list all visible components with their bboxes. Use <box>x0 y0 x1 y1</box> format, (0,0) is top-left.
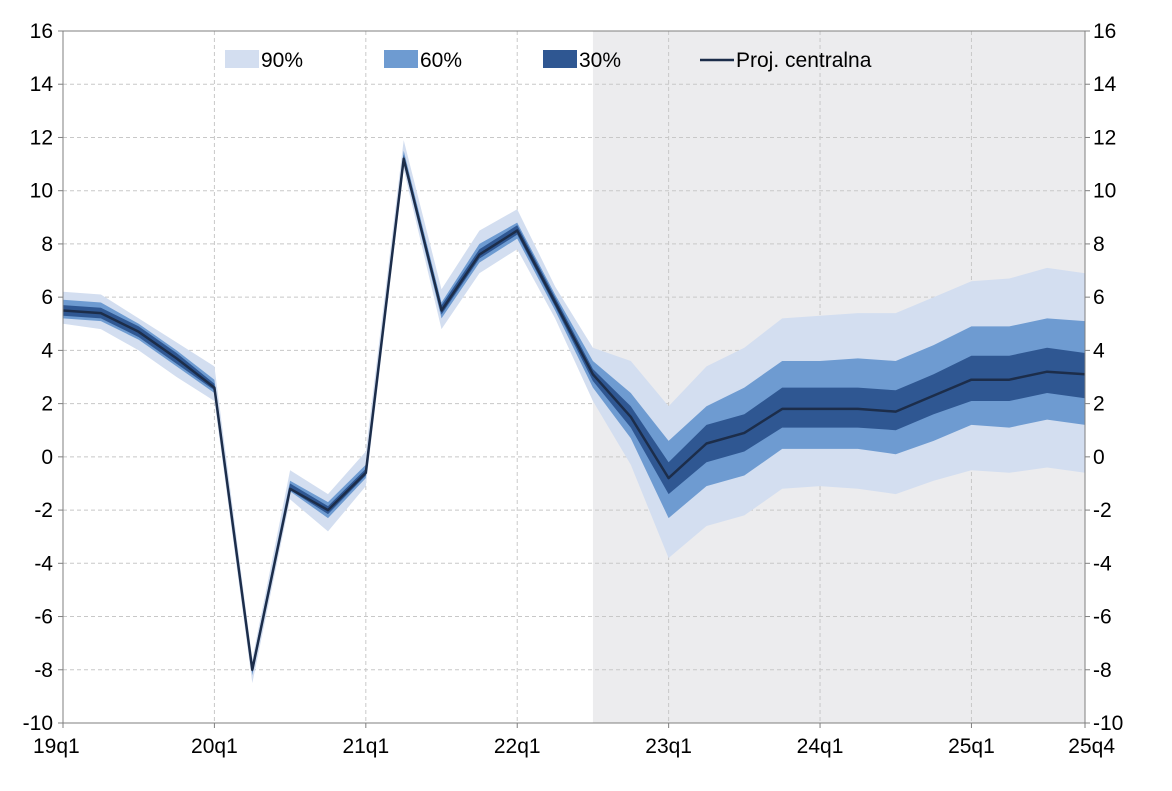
x-tick-label: 21q1 <box>342 735 389 758</box>
legend-label: Proj. centralna <box>736 49 872 72</box>
left-y-tick-label: -2 <box>34 499 53 522</box>
left-y-tick-label: -6 <box>34 606 53 629</box>
right-y-tick-label: 8 <box>1093 233 1105 256</box>
legend-swatch <box>225 50 259 68</box>
left-y-tick-label: 10 <box>30 180 53 203</box>
right-y-tick-label: -8 <box>1093 659 1112 682</box>
x-tick-label: 24q1 <box>797 735 844 758</box>
legend-label: 30% <box>579 49 621 72</box>
central-projection-line <box>62 157 1086 672</box>
x-tick-label: 22q1 <box>494 735 541 758</box>
right-y-axis: -10 -8 -6 -4 -2 0 2 4 6 8 10 12 14 16 <box>1085 20 1123 735</box>
left-y-tick-label: -10 <box>23 712 53 735</box>
right-y-tick-label: 12 <box>1093 126 1116 149</box>
right-y-tick-label: 6 <box>1093 286 1105 309</box>
left-y-axis: -10 -8 -6 -4 -2 0 2 4 6 8 10 12 14 16 <box>23 20 63 735</box>
x-tick-label: 20q1 <box>191 735 238 758</box>
right-y-tick-label: -4 <box>1093 552 1112 575</box>
right-y-tick-label: 4 <box>1093 339 1105 362</box>
right-y-tick-label: -6 <box>1093 606 1112 629</box>
band-30-area <box>63 154 1085 673</box>
x-tick-label: 25q4 <box>1068 735 1115 758</box>
left-y-tick-label: 8 <box>41 233 53 256</box>
legend-label: 90% <box>261 49 303 72</box>
left-y-tick-label: 2 <box>41 393 53 416</box>
right-y-tick-label: 16 <box>1093 20 1116 43</box>
left-y-tick-label: 4 <box>41 339 53 362</box>
x-axis: 19q1 20q1 21q1 22q1 23q1 24q1 25q1 25q4 <box>33 723 1115 758</box>
x-tick-label: 23q1 <box>645 735 692 758</box>
left-y-tick-label: 14 <box>30 73 54 96</box>
gridlines <box>63 31 1085 723</box>
legend-swatch <box>384 50 418 68</box>
legend-swatch <box>543 50 577 68</box>
right-y-tick-label: 2 <box>1093 393 1105 416</box>
right-y-tick-label: -2 <box>1093 499 1112 522</box>
right-y-tick-label: 10 <box>1093 180 1116 203</box>
left-y-tick-label: -4 <box>34 552 53 575</box>
right-y-tick-label: 0 <box>1093 446 1105 469</box>
x-tick-label: 25q1 <box>948 735 995 758</box>
left-y-tick-label: -8 <box>34 659 53 682</box>
legend: 90% 60% 30% Proj. centralna <box>225 49 872 72</box>
left-y-tick-label: 16 <box>30 20 53 43</box>
x-tick-label: 19q1 <box>33 735 80 758</box>
left-y-tick-label: 12 <box>30 126 53 149</box>
legend-label: 60% <box>420 49 462 72</box>
plot-frame <box>62 30 1086 724</box>
left-y-tick-label: 0 <box>41 446 53 469</box>
left-y-tick-label: 6 <box>41 286 53 309</box>
right-y-tick-label: -10 <box>1093 712 1123 735</box>
right-y-tick-label: 14 <box>1093 73 1117 96</box>
